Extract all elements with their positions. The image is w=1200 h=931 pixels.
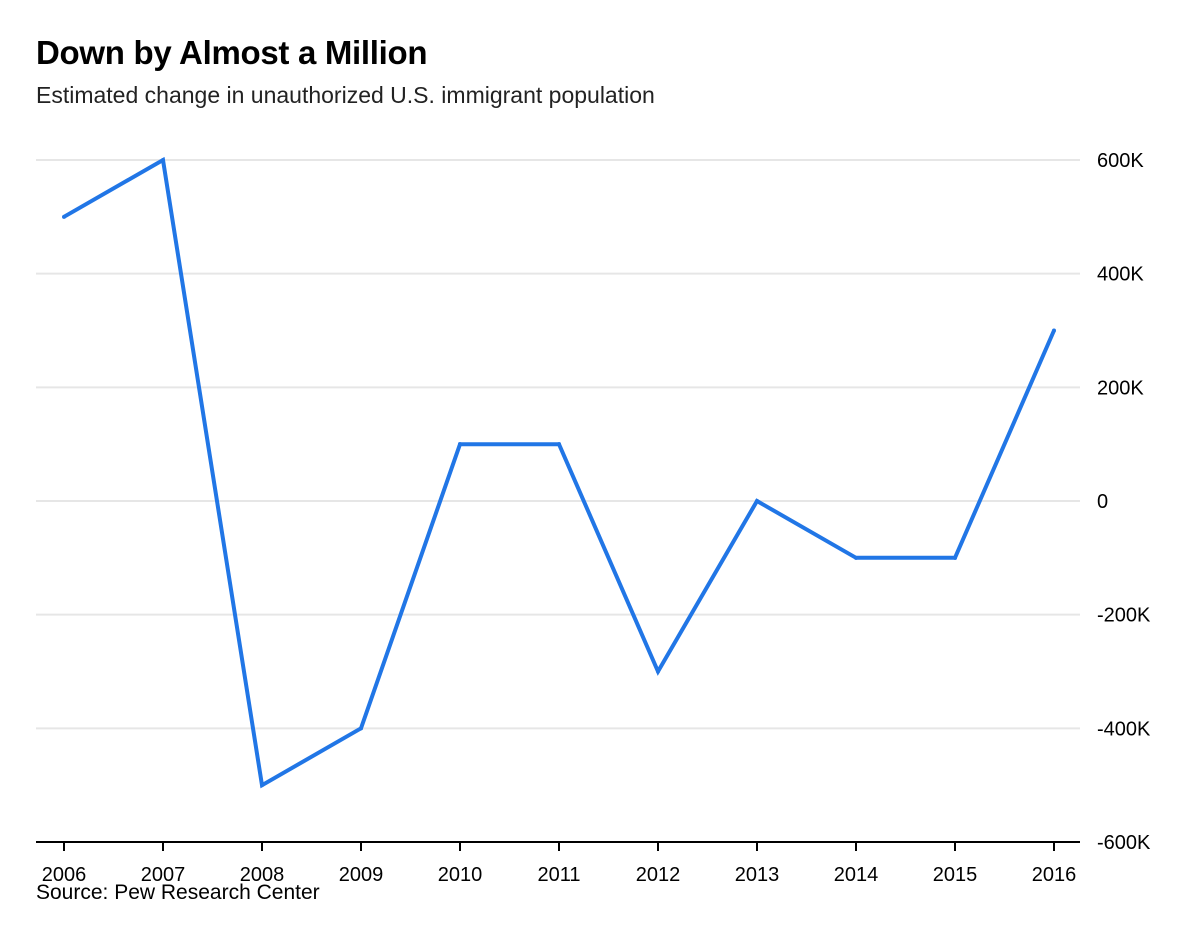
y-gridlines xyxy=(36,159,1080,730)
y-tick-label: 400K xyxy=(1097,264,1144,286)
x-tick-label: 2013 xyxy=(735,864,780,886)
x-tick-label: 2011 xyxy=(537,864,580,886)
x-axis-labels: 2006 2007 2008 2009 2010 2011 2012 2013 2014 2015… xyxy=(42,864,1077,886)
chart-title: Down by Almost a Million xyxy=(36,34,428,71)
data-point xyxy=(458,442,462,447)
x-tick-label: 2015 xyxy=(933,864,978,886)
x-tick-label: 2007 xyxy=(141,864,186,886)
y-axis-labels: 600K 400K 200K 0 -200K -400K -600K xyxy=(1097,150,1151,854)
x-tick-label: 2009 xyxy=(339,864,384,886)
data-point xyxy=(557,442,561,447)
x-tick-label: 2006 xyxy=(42,864,87,886)
x-tick-label: 2016 xyxy=(1032,864,1077,886)
series-line xyxy=(63,156,1056,789)
data-point xyxy=(854,555,858,560)
x-axis-ticks xyxy=(63,842,1055,851)
data-point xyxy=(161,158,165,162)
data-point xyxy=(62,214,66,219)
y-tick-label: 0 xyxy=(1097,491,1108,513)
y-tick-label: -600K xyxy=(1097,832,1151,854)
source-note: Source: Pew Research Center xyxy=(36,881,320,904)
data-point xyxy=(755,499,759,503)
y-tick-label: 200K xyxy=(1097,377,1144,399)
data-point xyxy=(656,669,660,674)
x-tick-label: 2014 xyxy=(834,864,879,886)
x-tick-label: 2010 xyxy=(438,864,483,886)
data-point xyxy=(359,726,363,731)
chart-subtitle: Estimated change in unauthorized U.S. im… xyxy=(36,82,655,108)
x-tick-label: 2012 xyxy=(636,864,681,886)
y-tick-label: 600K xyxy=(1097,150,1144,172)
data-point xyxy=(953,555,957,560)
data-point xyxy=(260,783,264,788)
data-point xyxy=(1052,328,1056,333)
x-tick-label: 2008 xyxy=(240,864,285,886)
y-tick-label: -400K xyxy=(1097,718,1151,740)
data-series xyxy=(62,156,1056,789)
y-tick-label: -200K xyxy=(1097,605,1151,627)
